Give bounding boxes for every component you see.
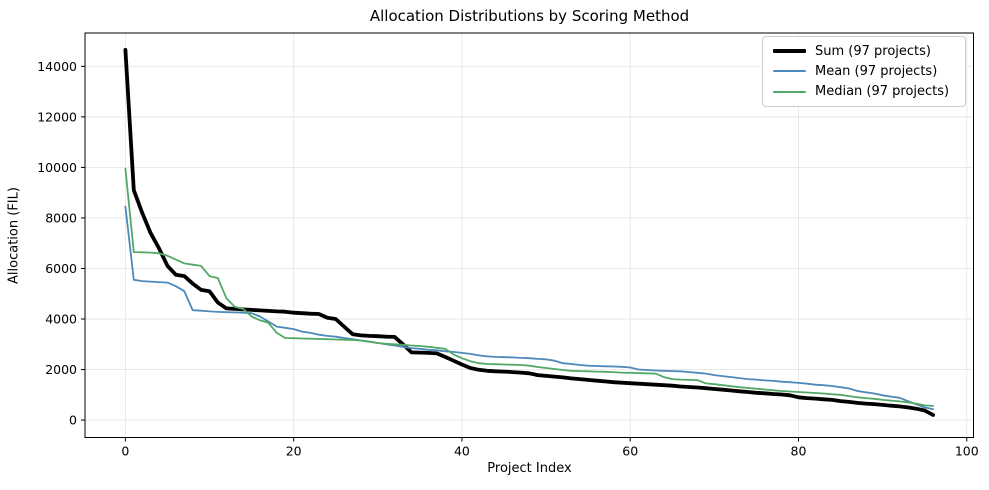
y-tick-label: 4000: [45, 312, 77, 327]
x-tick-label: 60: [622, 444, 638, 459]
series-line-sum: [123, 48, 935, 417]
y-tick-label: 12000: [37, 109, 77, 124]
y-tick-label: 2000: [45, 362, 77, 377]
legend-label-median: Median (97 projects): [815, 84, 950, 100]
y-tick-label: 6000: [45, 261, 77, 276]
series-line-mean: [124, 205, 934, 411]
y-tick-label: 14000: [37, 59, 77, 74]
legend-item-mean: Mean (97 projects): [773, 61, 959, 81]
series-line-median: [124, 167, 934, 407]
chart-title: Allocation Distributions by Scoring Meth…: [369, 7, 690, 25]
legend-item-median: Median (97 projects): [773, 82, 959, 102]
legend-swatch-sum: [773, 49, 806, 54]
y-tick-label: 10000: [37, 160, 77, 175]
legend: Sum (97 projects) Mean (97 projects) Media…: [762, 36, 966, 107]
legend-item-sum: Sum (97 projects): [773, 41, 959, 61]
legend-swatch-mean: [773, 70, 806, 73]
x-tick-label: 80: [791, 444, 807, 459]
legend-label-mean: Mean (97 projects): [815, 63, 938, 79]
x-tick-label: 20: [286, 444, 302, 459]
x-tick-label: 100: [955, 444, 979, 459]
y-axis-label: Allocation (FIL): [6, 187, 22, 284]
y-tick-label: 8000: [45, 210, 77, 225]
legend-label-sum: Sum (97 projects): [815, 43, 931, 59]
x-tick-label: 40: [454, 444, 470, 459]
x-tick-label: 0: [121, 444, 129, 459]
legend-swatch-median: [773, 90, 806, 93]
y-tick-label: 0: [69, 413, 77, 428]
axes-frame: [84, 32, 974, 438]
x-axis-label: Project Index: [487, 461, 572, 476]
